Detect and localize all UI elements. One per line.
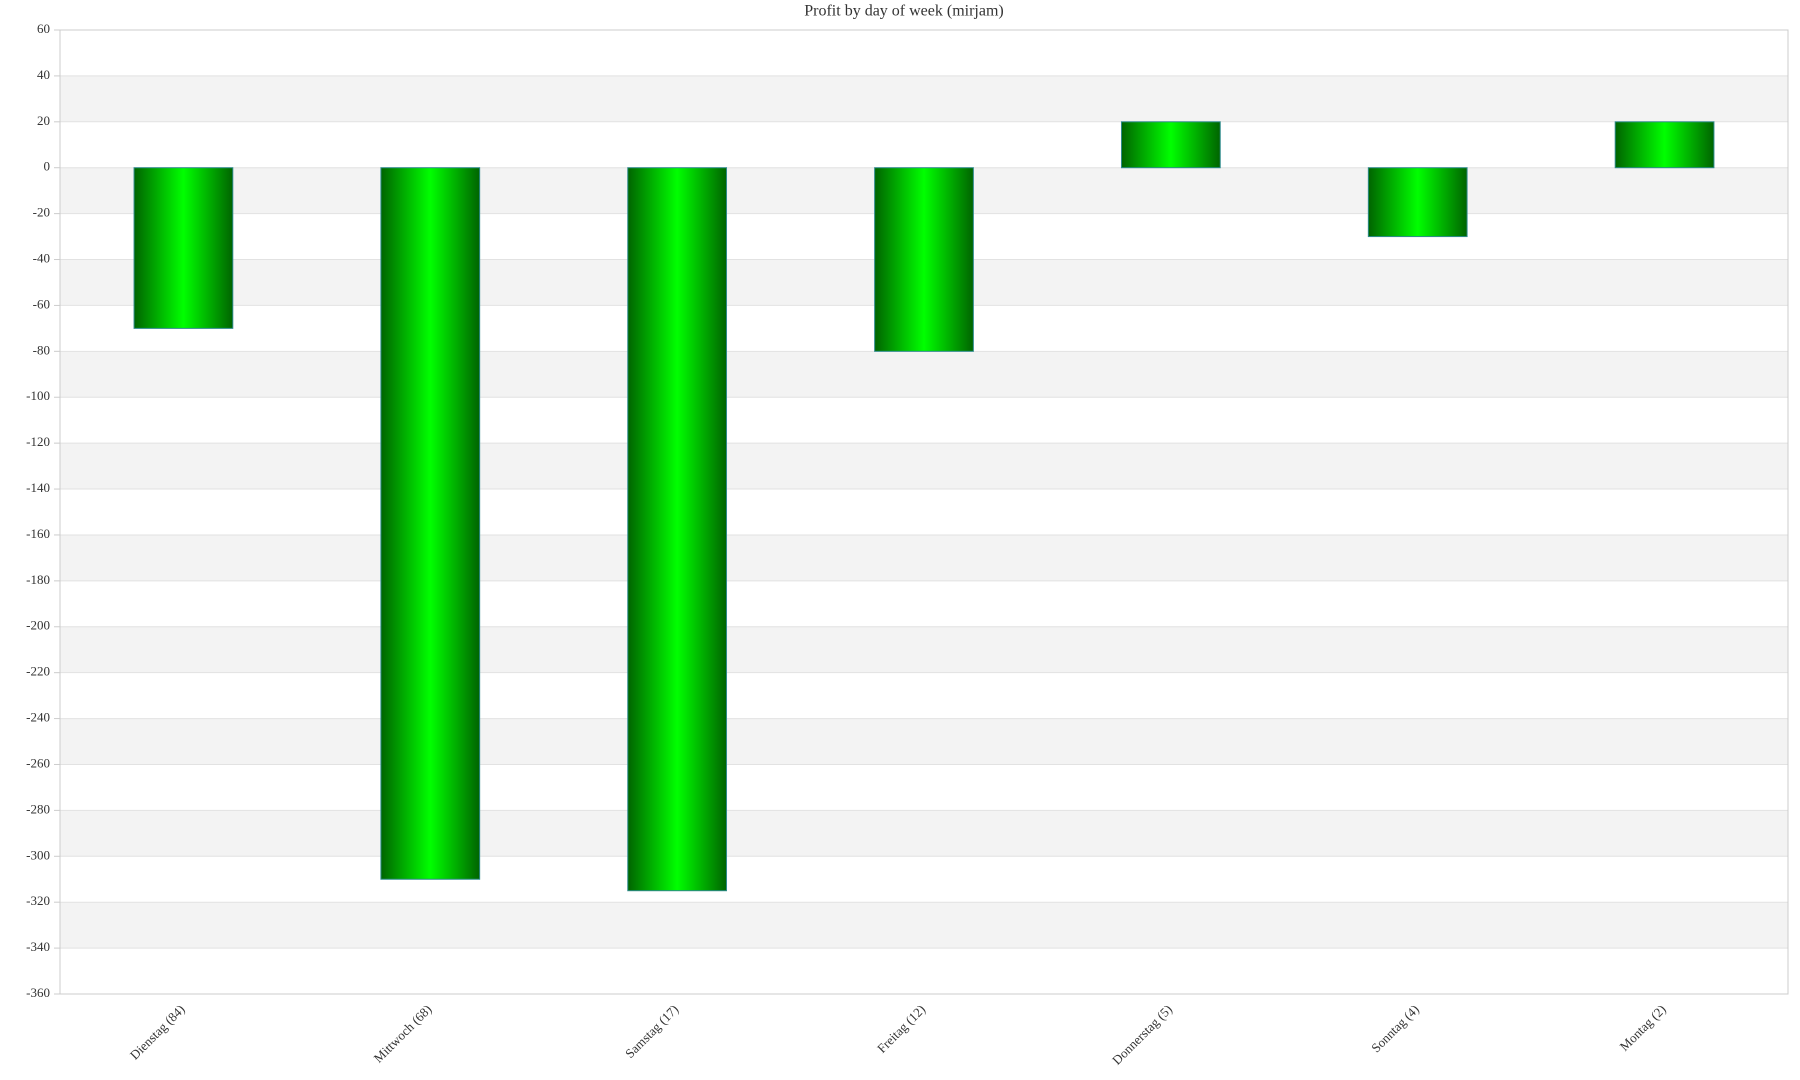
y-tick-label: 40 (37, 67, 50, 82)
grid-band (60, 75, 1788, 122)
y-tick-label: -40 (33, 251, 50, 266)
y-tick-label: -200 (26, 618, 50, 633)
y-tick-label: -160 (26, 526, 50, 541)
y-tick-label: -180 (26, 572, 50, 587)
grid-band (60, 443, 1788, 490)
x-tick-label: Mittwoch (68) (371, 1002, 435, 1066)
grid-band (60, 351, 1788, 398)
x-tick-label: Donnerstag (5) (1109, 1002, 1175, 1068)
x-tick-label: Dienstag (84) (127, 1002, 188, 1063)
y-tick-label: -80 (33, 342, 50, 357)
y-tick-label: -60 (33, 296, 50, 311)
bar (1614, 121, 1715, 169)
y-tick-label: -360 (26, 985, 50, 1000)
x-tick-label: Montag (2) (1617, 1002, 1669, 1054)
bar (627, 167, 728, 892)
y-tick-label: -140 (26, 480, 50, 495)
bar (133, 167, 234, 329)
grid-band (60, 902, 1788, 949)
y-tick-label: -340 (26, 939, 50, 954)
plot-frame (59, 29, 1789, 995)
grid-band (60, 626, 1788, 673)
bar (380, 167, 481, 880)
bar (1367, 167, 1468, 238)
y-tick-label: -260 (26, 755, 50, 770)
bar (874, 167, 974, 352)
y-tick-label: 0 (44, 159, 51, 174)
grid-band (60, 810, 1788, 857)
y-tick-label: -320 (26, 893, 50, 908)
y-tick-label: -100 (26, 388, 50, 403)
y-tick-label: -280 (26, 801, 50, 816)
y-tick-label: -240 (26, 710, 50, 725)
grid-band (60, 718, 1788, 765)
x-tick-label: Samstag (17) (622, 1002, 681, 1061)
chart-title: Profit by day of week (mirjam) (804, 3, 1004, 20)
grid-band (60, 534, 1788, 581)
y-tick-label: -300 (26, 847, 50, 862)
y-tick-label: 20 (37, 113, 50, 128)
x-tick-label: Freitag (12) (874, 1002, 928, 1056)
y-tick-label: -120 (26, 434, 50, 449)
y-tick-label: -220 (26, 664, 50, 679)
bar (1120, 121, 1221, 169)
x-tick-label: Sonntag (4) (1368, 1002, 1422, 1056)
y-tick-label: -20 (33, 205, 50, 220)
y-tick-label: 60 (37, 21, 50, 36)
